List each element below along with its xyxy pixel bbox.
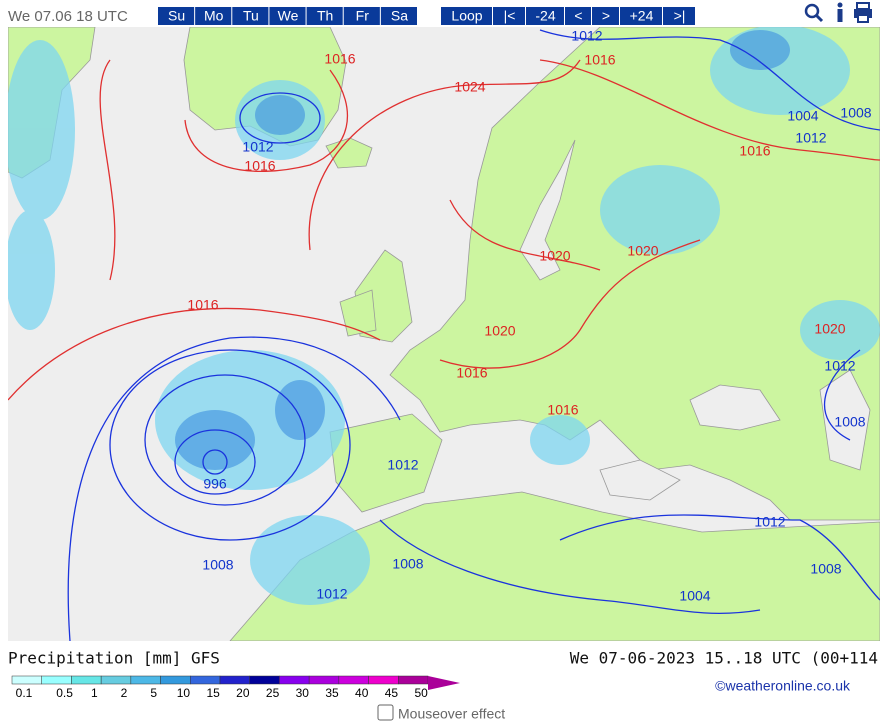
isobar-label: 1024: [454, 79, 485, 95]
legend-label: 10: [177, 686, 191, 700]
nav-button[interactable]: [441, 7, 492, 25]
day-label[interactable]: Tu: [243, 8, 259, 24]
legend-label: 20: [236, 686, 250, 700]
nav-button[interactable]: [565, 7, 591, 25]
isobar-label: 1016: [739, 143, 770, 159]
legend-label: 2: [121, 686, 128, 700]
legend-swatch: [11, 675, 42, 685]
isobar-label: 1016: [187, 297, 218, 313]
legend-label: 30: [296, 686, 310, 700]
day-label[interactable]: Sa: [391, 8, 408, 24]
legend-swatch: [249, 675, 280, 685]
mouseover-checkbox[interactable]: [377, 704, 394, 721]
isobar-label: 1008: [202, 557, 233, 573]
nav-label[interactable]: +24: [630, 8, 654, 24]
nav-label[interactable]: <: [574, 8, 582, 24]
legend-swatch: [368, 675, 399, 685]
legend-swatch: [160, 675, 191, 685]
isobar-label: 996: [203, 476, 227, 492]
isobar-label: 1008: [834, 414, 865, 430]
day-label[interactable]: We: [278, 8, 299, 24]
legend-swatch: [338, 675, 369, 685]
nav-button[interactable]: [663, 7, 695, 25]
legend-label: 0.1: [16, 686, 33, 700]
isobar-label: 1020: [814, 321, 845, 337]
isobar-label: 1012: [754, 514, 785, 530]
day-button[interactable]: [195, 7, 232, 25]
mouseover-label: Mouseover effect: [398, 706, 505, 722]
legend-arrow: [428, 676, 460, 690]
isobar-label: 1020: [484, 323, 515, 339]
nav-label[interactable]: Loop: [451, 8, 482, 24]
legend-label: 15: [206, 686, 220, 700]
isobar-label: 1012: [795, 130, 826, 146]
legend-swatch: [130, 675, 161, 685]
isobar-label: 1016: [547, 402, 578, 418]
isobar-label: 1012: [571, 28, 602, 44]
nav-label[interactable]: |<: [504, 8, 516, 24]
day-label[interactable]: Su: [168, 8, 185, 24]
day-label[interactable]: Mo: [204, 8, 224, 24]
nav-label[interactable]: >|: [674, 8, 686, 24]
day-button[interactable]: [269, 7, 306, 25]
info-icon[interactable]: [837, 2, 843, 23]
credit[interactable]: ©weatheronline.co.uk: [715, 678, 851, 694]
isobar-label: 1020: [539, 248, 570, 264]
map: 1012 1016 1016 1024 1012 1016 1004 1008 …: [8, 27, 880, 641]
valid-time: We 07-06-2023 15..18 UTC (00+114: [570, 649, 878, 668]
legend-label: 25: [266, 686, 280, 700]
day-button[interactable]: [380, 7, 417, 25]
legend-swatch: [308, 675, 340, 685]
day-label[interactable]: Fr: [356, 8, 370, 24]
isobar-label: 1012: [824, 358, 855, 374]
timestamp: We 07.06 18 UTC: [8, 8, 128, 25]
isobar-label: 1008: [392, 556, 423, 572]
isobar-label: 1016: [584, 52, 615, 68]
legend-label: 40: [355, 686, 369, 700]
legend-swatch: [279, 675, 310, 685]
legend-title: Precipitation [mm] GFS: [8, 649, 220, 668]
isobar-label: 1020: [627, 243, 658, 259]
day-button[interactable]: [343, 7, 380, 25]
day-button[interactable]: [232, 7, 269, 25]
zoom-icon[interactable]: [804, 3, 824, 23]
nav-label[interactable]: -24: [535, 8, 555, 24]
legend-swatch: [100, 675, 132, 685]
isobar-label: 1012: [242, 139, 273, 155]
legend-label: 5: [150, 686, 157, 700]
isobar-label: 1008: [840, 105, 871, 121]
day-label[interactable]: Th: [317, 8, 333, 24]
isobar-label: 1016: [324, 51, 355, 67]
legend-label: 45: [385, 686, 399, 700]
legend-label: 1: [91, 686, 98, 700]
nav-button[interactable]: [526, 7, 564, 25]
legend-label: 0.5: [56, 686, 73, 700]
nav-button[interactable]: [620, 7, 662, 25]
legend-swatch: [219, 675, 250, 685]
isobar-label: 1008: [810, 561, 841, 577]
legend-swatch: [41, 675, 72, 685]
print-icon[interactable]: [854, 2, 872, 23]
legend-swatch: [190, 675, 221, 685]
nav-button[interactable]: [592, 7, 619, 25]
nav-label[interactable]: >: [602, 8, 610, 24]
isobar-label: 1012: [316, 586, 347, 602]
isobar-label: 1004: [679, 588, 710, 604]
day-button[interactable]: [158, 7, 195, 25]
nav-button[interactable]: [493, 7, 525, 25]
legend-swatch: [398, 675, 429, 685]
legend-label: 50: [414, 686, 428, 700]
isobar-label: 1004: [787, 108, 818, 124]
isobar-label: 1012: [387, 457, 418, 473]
day-button[interactable]: [306, 7, 343, 25]
legend-label: 35: [325, 686, 339, 700]
isobar-label: 1016: [456, 365, 487, 381]
legend-swatch: [71, 675, 102, 685]
isobar-label: 1016: [244, 158, 275, 174]
